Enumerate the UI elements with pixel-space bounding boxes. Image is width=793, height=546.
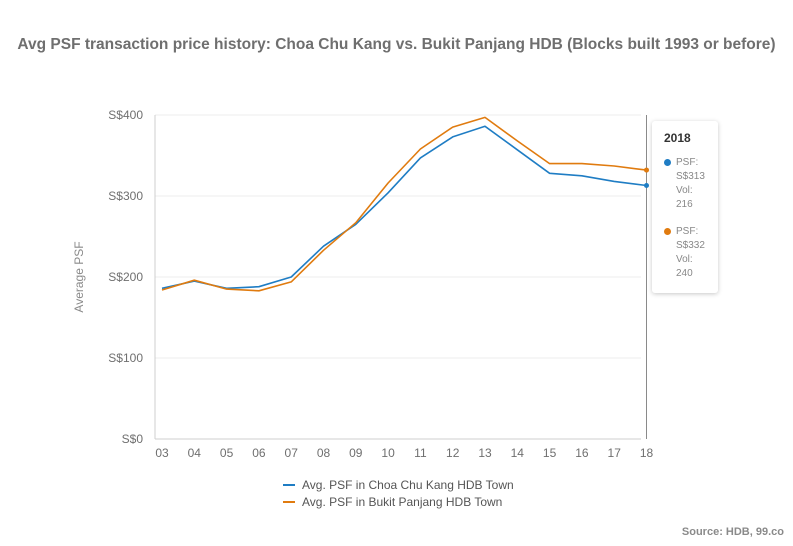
- x-tick-label: 17: [608, 446, 622, 460]
- tooltip-vol-value: 216: [676, 199, 693, 210]
- chart-legend: Avg. PSF in Choa Chu Kang HDB Town Avg. …: [283, 476, 514, 510]
- x-tick-label: 18: [640, 446, 654, 460]
- x-tick-label: 14: [511, 446, 525, 460]
- tooltip-item-choa-chu-kang: PSF: S$313 Vol: 216: [664, 156, 718, 212]
- x-tick-label: 03: [155, 446, 169, 460]
- x-tick-label: 13: [478, 446, 492, 460]
- hover-tooltip: 2018 PSF: S$313 Vol: 216 PSF: S$332 Vol:…: [652, 121, 718, 293]
- x-tick-label: 10: [381, 446, 395, 460]
- x-tick-label: 16: [575, 446, 589, 460]
- chart-title: Avg PSF transaction price history: Choa …: [17, 36, 776, 53]
- x-tick-label: 07: [285, 446, 299, 460]
- y-axis-title: Average PSF: [72, 241, 86, 312]
- tooltip-psf-value: S$332: [676, 240, 705, 251]
- y-tick-label: S$300: [108, 189, 143, 203]
- tooltip-vol-label: Vol:: [676, 185, 693, 196]
- tooltip-year: 2018: [664, 131, 691, 145]
- highlighted-point: [644, 167, 649, 173]
- legend-line-icon: [283, 483, 295, 486]
- x-tick-label: 06: [252, 446, 266, 460]
- y-tick-label: S$400: [108, 108, 143, 122]
- x-tick-label: 11: [414, 446, 427, 460]
- y-tick-label: S$200: [108, 270, 143, 284]
- x-tick-label: 04: [188, 446, 202, 460]
- x-tick-label: 05: [220, 446, 234, 460]
- series-line-1: [161, 116, 647, 292]
- tooltip-psf-label: PSF:: [676, 226, 699, 237]
- legend-label: Avg. PSF in Choa Chu Kang HDB Town: [302, 477, 514, 492]
- highlighted-point: [644, 182, 649, 188]
- legend-item-bukit-panjang[interactable]: Avg. PSF in Bukit Panjang HDB Town: [283, 493, 514, 510]
- tooltip-vol-label: Vol:: [676, 254, 693, 265]
- series-line-0: [161, 125, 647, 290]
- tooltip-psf-label: PSF:: [676, 157, 699, 168]
- tooltip-dot-icon: [664, 159, 671, 166]
- y-tick-label: S$0: [122, 432, 144, 446]
- tooltip-psf-value: S$313: [676, 171, 705, 182]
- x-tick-label: 09: [349, 446, 363, 460]
- legend-item-choa-chu-kang[interactable]: Avg. PSF in Choa Chu Kang HDB Town: [283, 476, 514, 493]
- x-tick-label: 12: [446, 446, 460, 460]
- legend-line-icon: [283, 500, 295, 503]
- y-tick-label: S$100: [108, 351, 143, 365]
- legend-label: Avg. PSF in Bukit Panjang HDB Town: [302, 494, 503, 509]
- tooltip-vol-value: 240: [676, 268, 693, 279]
- tooltip-item-bukit-panjang: PSF: S$332 Vol: 240: [664, 225, 718, 281]
- x-tick-label: 15: [543, 446, 557, 460]
- tooltip-dot-icon: [664, 228, 671, 235]
- x-tick-label: 08: [317, 446, 331, 460]
- source-note: Source: HDB, 99.co: [681, 526, 784, 538]
